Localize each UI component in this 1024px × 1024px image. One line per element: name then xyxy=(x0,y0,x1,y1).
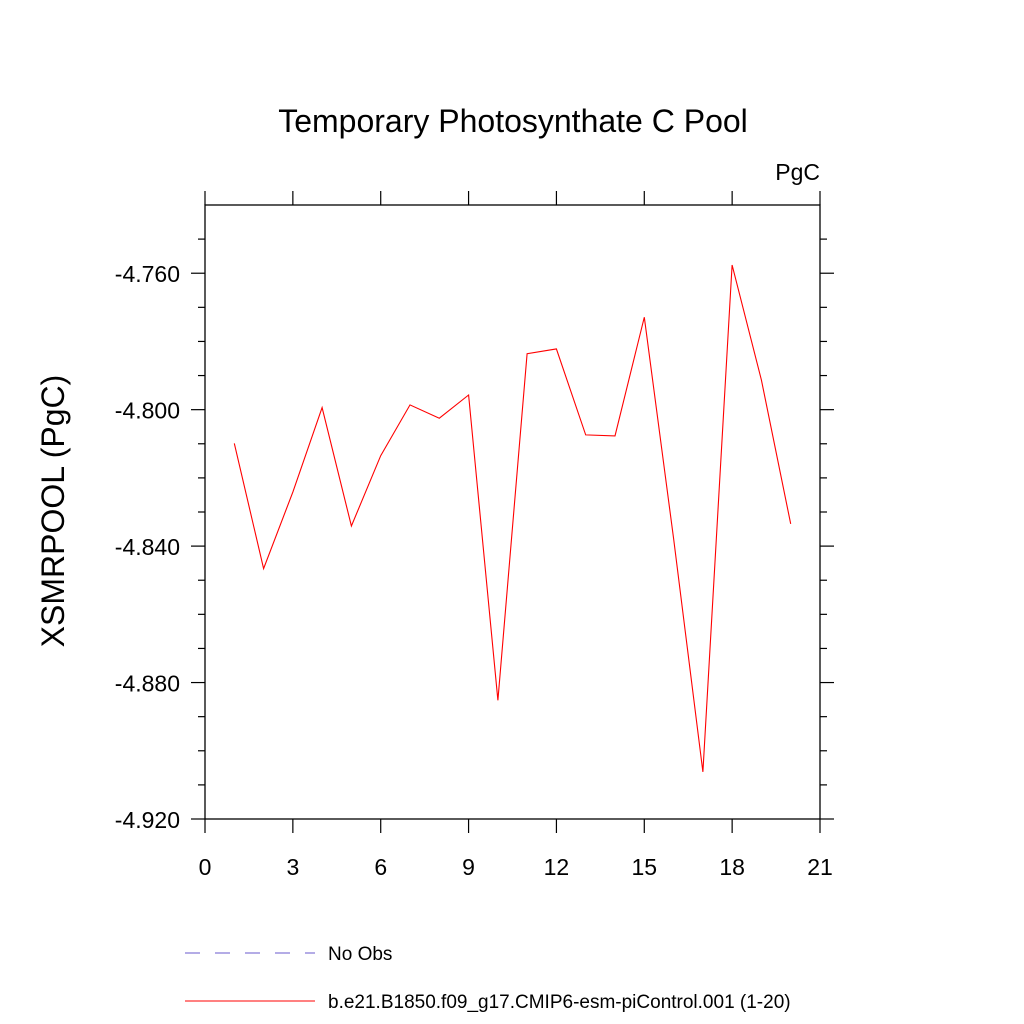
x-tick-label: 9 xyxy=(462,854,475,880)
y-axis-label: XSMRPOOL (PgC) xyxy=(35,375,71,648)
y-tick-label: -4.760 xyxy=(115,261,180,287)
plot-frame xyxy=(204,204,821,820)
legend-label-control: b.e21.B1850.f09_g17.CMIP6-esm-piControl.… xyxy=(328,992,791,1013)
x-tick-label: 3 xyxy=(286,854,299,880)
legend-label-no-obs: No Obs xyxy=(328,944,392,965)
y-tick-label: -4.920 xyxy=(115,807,180,833)
x-tick-label: 0 xyxy=(199,854,212,880)
series-layer xyxy=(233,264,792,772)
y-tick-label: -4.880 xyxy=(115,671,180,697)
legend: No Obs b.e21.B1850.f09_g17.CMIP6-esm-piC… xyxy=(185,944,791,1013)
y-tick-label: -4.840 xyxy=(115,534,180,560)
chart-title: Temporary Photosynthate C Pool xyxy=(278,103,748,139)
series-line xyxy=(233,264,792,772)
x-tick-label: 12 xyxy=(544,854,570,880)
x-tick-label: 18 xyxy=(719,854,745,880)
y-tick-label: -4.800 xyxy=(115,398,180,424)
x-tick-label: 21 xyxy=(807,854,833,880)
axes: 0 3 6 9 12 15 18 21 -4.920 -4.880 -4.840 -4.800 -4.7… xyxy=(115,191,834,880)
x-tick-label: 6 xyxy=(374,854,387,880)
units-label: PgC xyxy=(775,159,820,185)
x-tick-label: 15 xyxy=(631,854,657,880)
